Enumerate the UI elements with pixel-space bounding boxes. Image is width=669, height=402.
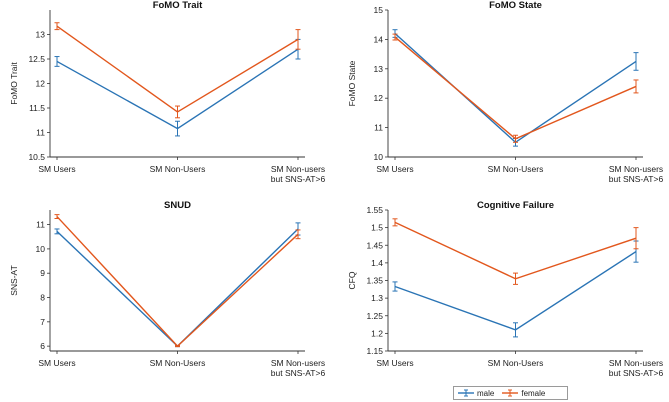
legend-label-female: female	[521, 388, 546, 398]
legend-swatch-male	[458, 389, 474, 397]
chart-fomo-trait-y-tick-label: 13	[36, 30, 46, 40]
chart-fomo-state-x-tick-label-line: SM Non-Users	[488, 164, 544, 174]
chart-cognitive-failure-y-tick-label: 1.45	[366, 240, 383, 250]
chart-snud-x-tick-label: SM Non-Users	[150, 358, 206, 368]
chart-fomo-trait-y-tick-label: 11	[36, 128, 45, 138]
chart-fomo-state-y-tick-label: 12	[374, 93, 384, 103]
chart-cognitive-failure-x-tick-label-line: but SNS-AT>6	[609, 368, 664, 378]
legend-item-female: female	[502, 389, 545, 398]
chart-fomo-state-x-tick-label: SM Non-Users	[488, 164, 544, 174]
chart-snud-x-tick-label-line: SM Users	[38, 358, 75, 368]
chart-fomo-state-series-male-line	[394, 33, 637, 144]
chart-cognitive-failure-y-tick-label: 1.4	[371, 258, 383, 268]
chart-fomo-trait-y-tick-label: 10.5	[28, 152, 45, 162]
chart-fomo-trait-x-tick-label-line: SM Non-Users	[150, 164, 206, 174]
chart-fomo-state-x-tick-label-line: but SNS-AT>6	[609, 174, 664, 184]
chart-fomo-state-series-female-line	[394, 36, 637, 140]
chart-snud-y-label: SNS-AT	[9, 265, 19, 296]
chart-snud-y-tick-label: 8	[40, 293, 45, 303]
chart-cognitive-failure-x-tick-label: SM Non-users but SNS-AT>6	[609, 358, 664, 378]
chart-fomo-trait-y-label: FoMO Trait	[9, 62, 19, 105]
chart-cognitive-failure-x-tick-label-line: SM Users	[376, 358, 413, 368]
chart-fomo-state-y-tick-label: 15	[374, 5, 384, 15]
chart-fomo-state-x-tick-label: SM Non-users but SNS-AT>6	[609, 164, 664, 184]
chart-cognitive-failure-y-tick-label: 1.25	[366, 311, 383, 321]
chart-fomo-trait-x-tick-label-line: SM Non-users	[271, 164, 325, 174]
chart-cognitive-failure-series-male-line	[394, 251, 637, 331]
chart-cognitive-failure-y-tick-label: 1.35	[366, 276, 383, 286]
chart-fomo-trait-x-tick-label-line: SM Users	[38, 164, 75, 174]
chart-snud-x-tick-label-line: but SNS-AT>6	[271, 368, 326, 378]
chart-snud-series-male-line	[56, 228, 299, 348]
chart-fomo-trait-x-tick-label: SM Non-users but SNS-AT>6	[271, 164, 326, 184]
chart-fomo-trait-x-tick-label: SM Users	[38, 164, 75, 174]
legend-swatch-female	[502, 389, 519, 397]
chart-fomo-state-x-tick-label: SM Users	[376, 164, 413, 174]
chart-cognitive-failure-y-tick-label: 1.55	[366, 205, 383, 215]
chart-snud-y-tick-label: 11	[36, 220, 45, 230]
chart-snud-x-tick-label: SM Users	[38, 358, 75, 368]
chart-cognitive-failure-series-female-line	[394, 221, 637, 280]
chart-fomo-state-y-tick-label: 11	[374, 123, 383, 133]
chart-cognitive-failure-y-tick-label: 1.3	[371, 293, 383, 303]
chart-fomo-trait-y-tick-label: 11.5	[29, 103, 45, 113]
chart-fomo-trait-y-tick-label: 12.5	[28, 54, 45, 64]
chart-fomo-state-y-tick-label: 14	[374, 34, 384, 44]
chart-cognitive-failure-y-tick-label: 1.15	[366, 346, 383, 356]
chart-fomo-trait-x-tick-label-line: but SNS-AT>6	[271, 174, 326, 184]
chart-fomo-trait-series-female-line	[56, 25, 299, 113]
chart-fomo-state-y-label: FoMO State	[347, 60, 357, 106]
chart-snud-series-female-line	[56, 216, 299, 348]
chart-snud-y-tick-label: 6	[40, 341, 45, 351]
chart-snud-x-tick-label-line: SM Non-users	[271, 358, 325, 368]
chart-fomo-state-y-tick-label: 13	[374, 64, 384, 74]
chart-fomo-trait-y-tick-label: 12	[36, 79, 46, 89]
chart-cognitive-failure-x-tick-label-line: SM Non-Users	[488, 358, 544, 368]
chart-cognitive-failure-y-tick-label: 1.2	[371, 328, 383, 338]
chart-fomo-state-x-tick-label-line: SM Non-users	[609, 164, 663, 174]
legend-item-male: male	[458, 389, 494, 398]
chart-snud-x-tick-label: SM Non-users but SNS-AT>6	[271, 358, 326, 378]
chart-cognitive-failure-y-tick-label: 1.5	[371, 223, 383, 233]
chart-fomo-trait-x-tick-label: SM Non-Users	[150, 164, 206, 174]
chart-fomo-state-title: FoMO State	[489, 0, 542, 11]
chart-cognitive-failure-x-tick-label: SM Users	[376, 358, 413, 368]
chart-fomo-state-x-tick-label-line: SM Users	[376, 164, 413, 174]
legend-label-male: male	[477, 388, 495, 398]
chart-cognitive-failure-y-label: CFQ	[347, 271, 357, 289]
chart-cognitive-failure-title: Cognitive Failure	[477, 200, 554, 211]
chart-snud-y-tick-label: 7	[40, 317, 45, 327]
chart-fomo-state-y-tick-label: 10	[374, 152, 384, 162]
chart-snud-x-tick-label-line: SM Non-Users	[150, 358, 206, 368]
chart-cognitive-failure-x-tick-label: SM Non-Users	[488, 358, 544, 368]
chart-cognitive-failure-x-tick-label-line: SM Non-users	[609, 358, 663, 368]
chart-snud-y-tick-label: 10	[36, 244, 46, 254]
legend: male female	[453, 386, 568, 400]
chart-fomo-trait-title: FoMO Trait	[153, 0, 203, 11]
chart-snud-y-tick-label: 9	[40, 268, 45, 278]
chart-snud-title: SNUD	[164, 200, 191, 211]
